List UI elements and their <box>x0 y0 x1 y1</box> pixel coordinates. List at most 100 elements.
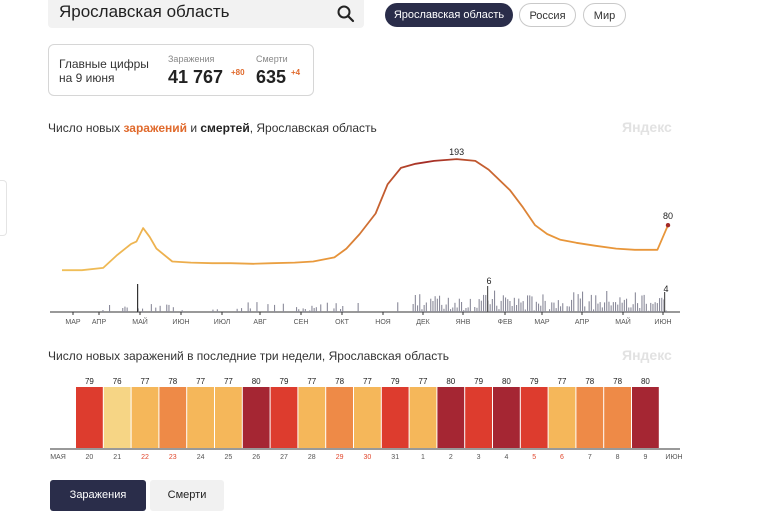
deaths-bar <box>461 302 463 312</box>
deaths-bar <box>241 308 243 312</box>
x-tick-label: ФЕВ <box>498 319 513 326</box>
x-tick-label: НОЯ <box>375 319 390 326</box>
day-label: 25 <box>225 454 233 461</box>
deaths-bar <box>593 309 595 312</box>
deaths-bar <box>458 298 460 312</box>
day-value-label: 78 <box>585 377 594 386</box>
day-value-label: 77 <box>224 377 233 386</box>
search-box[interactable]: Ярославская область <box>48 0 364 28</box>
deaths-bar <box>566 306 568 312</box>
deaths-bar <box>212 309 214 312</box>
deaths-bar <box>309 310 311 312</box>
deaths-bar <box>267 304 269 312</box>
tab-deaths[interactable]: Смерти <box>150 480 224 511</box>
day-label: 9 <box>643 454 647 461</box>
deaths-bar <box>443 308 445 312</box>
search-icon[interactable] <box>336 4 356 24</box>
day-value-label: 80 <box>641 377 650 386</box>
chart1-title-part1: Число новых <box>48 121 124 135</box>
deaths-bar <box>529 295 531 312</box>
deaths-bar <box>452 307 454 312</box>
deaths-last-label: 4 <box>663 284 668 294</box>
key-figures-title-line2: на 9 июня <box>59 71 115 85</box>
deaths-bar <box>579 298 581 312</box>
deaths-bar <box>619 297 621 312</box>
deaths-bar <box>298 309 300 312</box>
day-label: 24 <box>197 454 205 461</box>
day-bar <box>604 387 631 448</box>
day-value-label: 78 <box>335 377 344 386</box>
chart1-title-infections: заражений <box>123 121 187 135</box>
deaths-bar <box>425 302 427 312</box>
deaths-bar <box>447 297 449 312</box>
chart1-title: Число новых заражений и смертей, Ярослав… <box>48 121 377 135</box>
day-label: 29 <box>336 454 344 461</box>
deaths-bar <box>615 302 617 312</box>
deaths-bar <box>357 303 359 312</box>
deaths-peak-label: 6 <box>486 276 491 286</box>
deaths-bar <box>527 295 529 312</box>
deaths-bar <box>496 305 498 312</box>
deaths-bar <box>549 309 551 312</box>
day-bar <box>242 387 270 448</box>
deaths-bar <box>612 302 614 312</box>
infections-line <box>62 158 669 272</box>
infections-last-dot <box>665 223 671 228</box>
deaths-bar <box>155 307 157 312</box>
yandex-watermark-2: Яндекс <box>622 347 672 363</box>
tab-infections[interactable]: Заражения <box>50 480 146 511</box>
tab-yaroslavl-region[interactable]: Ярославская область <box>385 3 513 27</box>
side-panel-handle[interactable] <box>0 180 7 236</box>
deaths-bar <box>513 297 515 312</box>
deaths-bar <box>542 294 544 312</box>
infections-label: Заражения <box>168 54 215 64</box>
deaths-bar <box>573 292 575 312</box>
deaths-bar <box>166 304 168 312</box>
deaths-bar <box>109 305 111 312</box>
deaths-bar <box>304 309 306 312</box>
deaths-bar <box>632 304 634 312</box>
x-tick-label: ОКТ <box>335 319 350 326</box>
tab-world[interactable]: Мир <box>583 3 626 27</box>
deaths-bar <box>628 307 630 312</box>
deaths-bar <box>478 299 480 312</box>
deaths-bar <box>645 303 647 312</box>
deaths-value: 635 <box>256 67 287 87</box>
deaths-bar <box>630 307 632 312</box>
deaths-bar <box>421 309 423 312</box>
deaths-bar <box>637 303 639 312</box>
day-label: 27 <box>280 454 288 461</box>
deaths-bar <box>641 295 643 312</box>
key-figures-title: Главные цифры на 9 июня <box>59 57 149 85</box>
search-input[interactable]: Ярославская область <box>59 2 230 21</box>
deaths-bar <box>342 306 344 312</box>
x-tick-label: ИЮН <box>654 319 671 326</box>
deaths-bar <box>652 303 654 312</box>
deaths-delta: +4 <box>291 68 301 77</box>
infections-delta: +80 <box>231 68 245 77</box>
day-label: 31 <box>391 454 399 461</box>
three-weeks-chart: 7920762177227823772477258026792777287829… <box>50 377 683 461</box>
deaths-bar <box>463 310 465 312</box>
day-bar <box>381 387 409 448</box>
day-bar <box>215 387 242 448</box>
deaths-bar <box>483 294 485 312</box>
day-bar <box>131 387 159 448</box>
deaths-bar <box>590 294 592 312</box>
day-label: 20 <box>86 454 94 461</box>
day-value-label: 77 <box>141 377 150 386</box>
day-bar <box>465 387 492 448</box>
deaths-bar <box>538 303 540 312</box>
deaths-bar <box>533 310 535 312</box>
deaths-bar <box>582 291 584 312</box>
x-tick-label: СЕН <box>294 319 309 326</box>
deaths-bar <box>522 301 524 312</box>
deaths-bar <box>626 298 628 312</box>
day-bar <box>187 387 214 448</box>
tab-russia[interactable]: Россия <box>519 3 576 27</box>
day-value-label: 80 <box>502 377 511 386</box>
day-value-label: 79 <box>280 377 289 386</box>
deaths-bar <box>555 308 557 312</box>
deaths-bar <box>643 294 645 312</box>
day-value-label: 80 <box>446 377 455 386</box>
